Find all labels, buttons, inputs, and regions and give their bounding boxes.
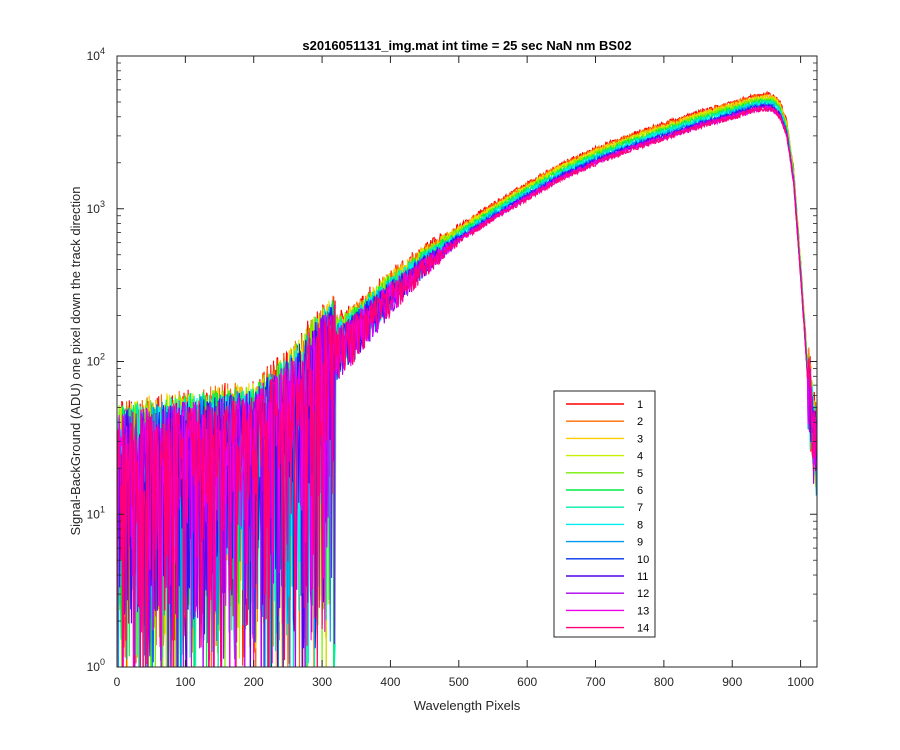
x-tick-label: 600 [517, 675, 537, 689]
legend-label: 8 [637, 519, 643, 531]
y-tick-exponent: 1 [100, 504, 105, 514]
legend-label: 2 [637, 416, 643, 428]
y-tick-exponent: 3 [100, 199, 105, 209]
y-tick-base: 10 [87, 355, 101, 369]
legend-box [553, 390, 656, 638]
series-line-14 [117, 105, 817, 667]
y-tick-label: 103 [87, 199, 105, 216]
x-axis-label: Wavelength Pixels [414, 698, 521, 713]
y-tick-label: 104 [87, 46, 105, 63]
y-tick-label: 102 [87, 352, 105, 369]
y-tick-base: 10 [87, 49, 101, 63]
x-axis: 0 100 200 300 400 500 600 700 800 900 1000 [114, 56, 814, 689]
x-tick-label: 400 [380, 675, 400, 689]
legend-label: 3 [637, 433, 643, 445]
x-tick-label: 900 [722, 675, 742, 689]
legend-label: 7 [637, 502, 643, 514]
x-tick-label: 300 [312, 675, 332, 689]
y-tick-exponent: 0 [100, 657, 105, 667]
legend-label: 13 [637, 605, 649, 617]
legend-label: 10 [637, 554, 649, 566]
x-tick-label: 800 [654, 675, 674, 689]
y-tick-exponent: 2 [100, 352, 105, 362]
legend-label: 1 [637, 399, 643, 411]
y-tick-label: 100 [87, 657, 105, 674]
x-tick-label: 500 [449, 675, 469, 689]
legend-label: 12 [637, 588, 649, 600]
legend-label: 5 [637, 468, 643, 480]
x-tick-label: 200 [244, 675, 264, 689]
series-layer [117, 90, 817, 667]
legend-label: 9 [637, 537, 643, 549]
y-axis-label: Signal-BackGround (ADU) one pixel down t… [68, 186, 83, 535]
x-tick-label: 1000 [787, 675, 814, 689]
x-tick-label: 700 [586, 675, 606, 689]
legend-label: 4 [637, 451, 643, 463]
legend-label: 11 [637, 571, 648, 583]
x-tick-label: 0 [114, 675, 121, 689]
x-tick-label: 100 [175, 675, 195, 689]
y-tick-exponent: 4 [100, 46, 105, 56]
y-tick-base: 10 [87, 507, 101, 521]
y-tick-base: 10 [87, 660, 101, 674]
legend-label: 6 [637, 485, 643, 497]
chart-title: s2016051131_img.mat int time = 25 sec Na… [302, 38, 631, 53]
y-tick-label: 101 [87, 504, 105, 521]
y-tick-base: 10 [87, 202, 101, 216]
legend-label: 14 [637, 623, 649, 635]
